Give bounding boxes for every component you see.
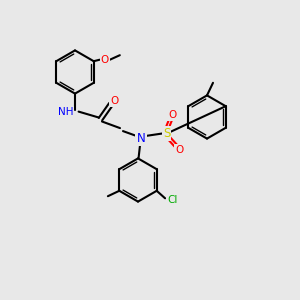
Text: O: O	[168, 110, 177, 120]
Text: NH: NH	[58, 106, 73, 117]
Text: Cl: Cl	[167, 195, 178, 205]
Text: O: O	[101, 55, 109, 65]
Text: O: O	[110, 95, 118, 106]
Text: S: S	[163, 127, 170, 140]
Text: N: N	[136, 131, 146, 145]
Text: O: O	[175, 145, 183, 155]
